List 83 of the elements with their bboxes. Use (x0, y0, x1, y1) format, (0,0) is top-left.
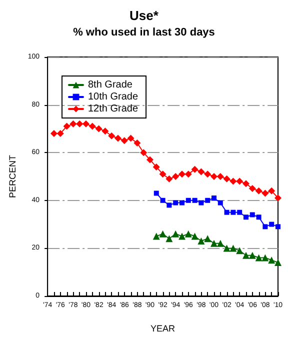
point (159, 230, 166, 238)
point (198, 200, 204, 206)
point (256, 214, 262, 220)
point (250, 212, 255, 218)
chart-subtitle: % who used in last 30 days (73, 26, 215, 38)
point (56, 130, 64, 137)
point (192, 198, 198, 203)
point (223, 175, 230, 182)
point (186, 198, 191, 203)
point (146, 156, 154, 164)
point (205, 198, 210, 203)
point (191, 166, 198, 173)
point (152, 232, 160, 240)
point (198, 238, 205, 245)
point (274, 194, 282, 202)
point (210, 240, 218, 247)
point (242, 180, 250, 188)
point (211, 196, 216, 201)
point (268, 256, 276, 264)
point (216, 173, 224, 180)
point (204, 235, 212, 242)
point (274, 259, 282, 266)
point (152, 163, 160, 170)
point (173, 200, 178, 206)
point (248, 184, 256, 192)
point (178, 170, 186, 178)
point (236, 178, 244, 185)
point (63, 122, 70, 130)
point (230, 244, 237, 252)
point (242, 252, 250, 259)
point (204, 170, 212, 178)
point (230, 210, 236, 215)
point (70, 120, 77, 128)
point (262, 224, 268, 230)
y-axis-title: PERCENT (8, 154, 18, 198)
point (255, 187, 262, 194)
legend-label: 10th Grade (88, 92, 138, 102)
point (179, 200, 184, 206)
point (269, 222, 274, 227)
point (166, 202, 172, 208)
point (95, 125, 102, 132)
point (248, 252, 256, 259)
point (134, 140, 141, 147)
chart-title: Use* (130, 8, 160, 23)
point (82, 120, 90, 128)
point (76, 120, 84, 128)
point (243, 214, 248, 220)
point (166, 235, 173, 242)
point (160, 198, 166, 203)
point (114, 134, 122, 142)
point (224, 210, 230, 215)
point (223, 244, 230, 252)
point (262, 190, 269, 197)
point (276, 224, 280, 230)
point (108, 132, 116, 140)
point (230, 178, 237, 185)
legend-label: 8th Grade (88, 80, 133, 90)
point (127, 134, 134, 142)
point (50, 130, 58, 137)
point (210, 173, 218, 180)
point (216, 240, 224, 247)
point (166, 175, 173, 182)
point (178, 232, 186, 240)
point (198, 168, 205, 176)
point (255, 254, 262, 262)
x-axis-title: YEAR (150, 324, 176, 334)
point (184, 230, 192, 238)
point (237, 210, 242, 215)
point (268, 187, 276, 194)
point (102, 128, 109, 135)
point (88, 122, 96, 130)
point (236, 247, 244, 254)
point (140, 149, 148, 156)
legend-label: 12th Grade (88, 104, 138, 114)
point (172, 230, 180, 238)
point (191, 232, 198, 240)
point (218, 200, 223, 206)
point (154, 190, 159, 196)
point (184, 170, 192, 178)
point (120, 137, 128, 144)
point (172, 173, 180, 180)
point (262, 254, 269, 262)
point (159, 170, 166, 178)
